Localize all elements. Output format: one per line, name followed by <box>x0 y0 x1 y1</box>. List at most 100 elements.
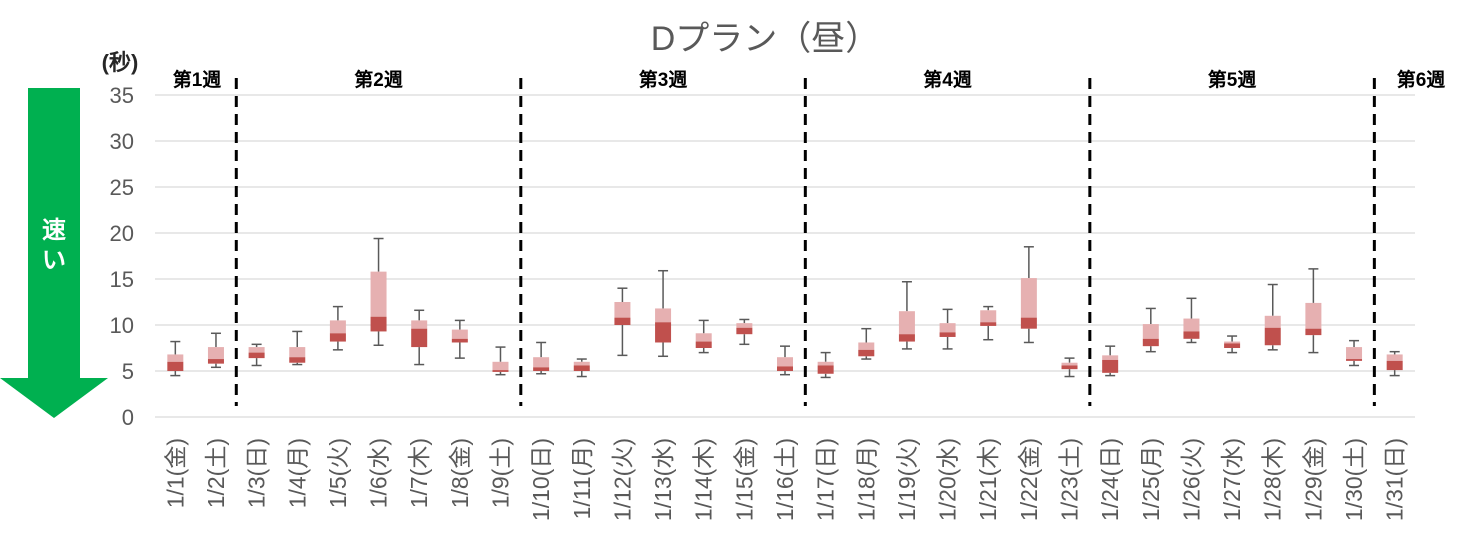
x-tick-label: 1/29(金) <box>1300 438 1326 521</box>
lower-box <box>777 366 793 371</box>
box-10 <box>533 341 550 375</box>
upper-box <box>573 361 590 366</box>
lower-box <box>980 322 997 326</box>
box-18 <box>858 327 875 360</box>
box-3 <box>248 343 265 367</box>
week-label: 第2週 <box>354 68 403 91</box>
upper-box <box>451 329 468 339</box>
upper-box <box>207 347 224 360</box>
upper-box <box>1102 355 1119 360</box>
lower-box <box>1020 317 1037 329</box>
y-tick-label: 20 <box>110 221 134 246</box>
x-tick-label: 1/12(火) <box>609 438 635 521</box>
box-23 <box>1061 357 1078 378</box>
upper-box <box>777 357 793 367</box>
box-15 <box>736 318 753 346</box>
upper-box <box>1061 362 1078 366</box>
box-2 <box>207 332 224 369</box>
speed-label-char-2: い <box>42 247 66 274</box>
upper-box <box>939 323 956 333</box>
x-tick-label: 1/13(水) <box>650 438 676 521</box>
x-tick-label: 1/16(土) <box>772 438 798 521</box>
week-label: 第6週 <box>1397 68 1446 91</box>
x-tick-label: 1/22(金) <box>1016 438 1042 521</box>
box-17 <box>817 351 834 379</box>
lower-box <box>289 357 306 363</box>
box-1 <box>167 340 184 377</box>
lower-box <box>533 367 550 371</box>
box-21 <box>980 305 997 341</box>
box-5 <box>329 305 346 351</box>
x-tick-label: 1/23(土) <box>1057 438 1083 521</box>
lower-box <box>1264 327 1281 346</box>
x-tick-label: 1/27(水) <box>1219 438 1245 521</box>
chart-title: Dプラン（昼） <box>651 20 880 58</box>
upper-box <box>167 354 184 362</box>
upper-box <box>980 310 997 323</box>
box-6 <box>370 237 387 346</box>
lower-box <box>1346 359 1363 361</box>
lower-box <box>1183 331 1200 339</box>
upper-box <box>492 361 509 371</box>
box-22 <box>1020 246 1037 344</box>
x-tick-label: 1/3(日) <box>244 438 270 508</box>
x-tick-label: 1/6(水) <box>366 438 392 508</box>
upper-box <box>614 302 631 318</box>
lower-box <box>614 317 631 325</box>
upper-box <box>1020 278 1037 318</box>
lower-box <box>207 359 224 364</box>
upper-box <box>248 347 265 353</box>
x-tick-label: 1/8(金) <box>447 438 473 508</box>
lower-box <box>858 349 875 357</box>
lower-box <box>817 365 834 374</box>
week-label: 第3週 <box>639 68 688 91</box>
upper-box <box>289 347 306 358</box>
x-tick-label: 1/21(木) <box>975 438 1001 521</box>
box-4 <box>289 330 306 366</box>
y-axis-ticks: 0 5 10 15 20 25 30 35 <box>110 83 134 430</box>
lower-box <box>898 334 915 342</box>
upper-box <box>1346 347 1363 360</box>
y-axis-unit: (秒) <box>102 50 139 75</box>
box-12 <box>614 287 631 357</box>
x-tick-label: 1/11(月) <box>569 438 595 519</box>
upper-box <box>370 271 387 317</box>
x-tick-label: 1/31(日) <box>1382 438 1408 521</box>
y-tick-label: 35 <box>110 83 134 108</box>
lower-box <box>1305 328 1322 336</box>
box-31 <box>1386 350 1403 377</box>
week-label: 第1週 <box>173 68 222 91</box>
x-tick-label: 1/19(火) <box>894 438 920 521</box>
box-11 <box>573 358 590 378</box>
box-29 <box>1305 268 1322 354</box>
box-26 <box>1183 297 1200 344</box>
box-30 <box>1346 339 1363 367</box>
y-tick-label: 25 <box>110 175 134 200</box>
down-arrow-icon <box>0 88 108 418</box>
x-tick-label: 1/17(日) <box>813 438 839 521</box>
x-tick-label: 1/14(木) <box>691 438 717 521</box>
upper-box <box>736 323 753 328</box>
speed-arrow: 速 い <box>0 88 108 418</box>
upper-box <box>695 333 712 342</box>
upper-box <box>1264 315 1281 328</box>
upper-box <box>898 311 915 335</box>
x-tick-label: 1/24(日) <box>1097 438 1123 521</box>
box-28 <box>1264 283 1281 351</box>
upper-box <box>1224 341 1241 344</box>
gridlines <box>155 94 1415 418</box>
lower-box <box>655 322 672 343</box>
upper-box <box>817 361 834 366</box>
x-tick-label: 1/4(月) <box>284 438 310 508</box>
x-tick-label: 1/1(金) <box>162 438 188 508</box>
lower-box <box>573 365 590 371</box>
x-tick-label: 1/18(月) <box>853 438 879 521</box>
lower-box <box>451 338 468 343</box>
lower-box <box>736 327 753 335</box>
lower-box <box>329 333 346 342</box>
upper-box <box>858 342 875 350</box>
lower-box <box>1102 359 1119 373</box>
lower-box <box>1224 343 1241 348</box>
box-19 <box>898 281 915 350</box>
box-20 <box>939 308 956 350</box>
